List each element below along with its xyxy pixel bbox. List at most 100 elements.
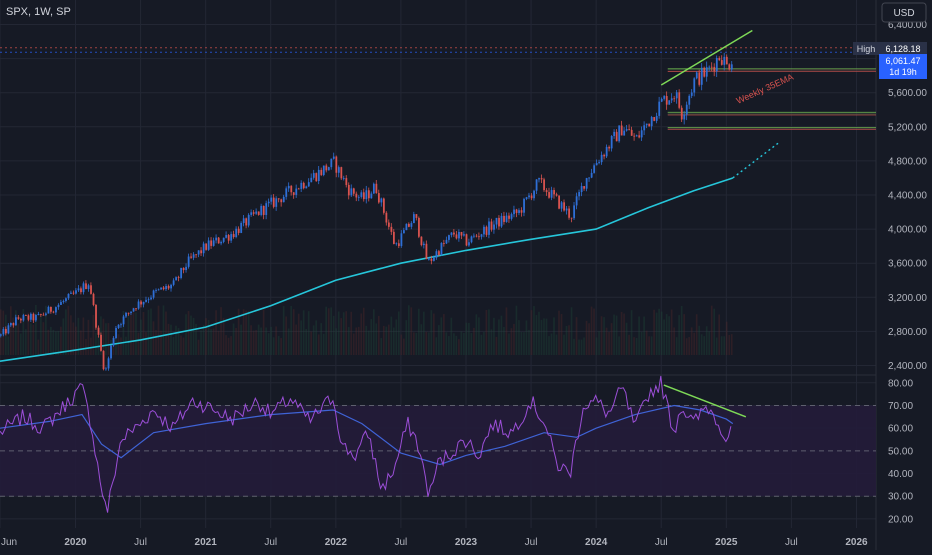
candle-body: [608, 146, 611, 149]
volume-bar: [382, 325, 385, 355]
volume-bar: [207, 320, 210, 355]
candle-body: [415, 214, 418, 218]
volume-bar: [515, 305, 518, 355]
volume-bar: [430, 310, 433, 355]
candle-body: [12, 323, 15, 326]
volume-bar: [222, 317, 225, 355]
price-tick-label: 6,400.00: [888, 20, 927, 31]
support-zone: [667, 112, 876, 115]
volume-bar: [30, 323, 32, 355]
volume-bar: [80, 330, 82, 355]
volume-bar: [257, 324, 260, 355]
volume-bar: [705, 326, 708, 355]
candle-body: [320, 169, 323, 175]
candle-body: [633, 135, 636, 137]
volume-bar: [428, 332, 430, 355]
candle-body: [40, 314, 42, 315]
volume-bar: [670, 309, 673, 355]
volume-bar: [352, 333, 355, 355]
candle-body: [585, 178, 588, 189]
candle-body: [610, 136, 613, 149]
candle-body: [182, 267, 185, 271]
volume-bar: [67, 305, 70, 355]
volume-bar: [140, 319, 142, 355]
candle-body: [245, 218, 248, 226]
volume-bar: [135, 312, 137, 355]
candle-body: [72, 292, 75, 294]
candle-body: [205, 243, 208, 250]
candle-body: [52, 311, 55, 313]
volume-bar: [720, 336, 723, 355]
volume-bar: [267, 333, 270, 355]
candle-body: [515, 209, 518, 213]
candle-body: [713, 66, 716, 72]
currency-button[interactable]: USD: [881, 2, 927, 23]
candle-body: [573, 205, 576, 219]
volume-bar: [137, 332, 140, 355]
high-badge-value: 6,128.18: [885, 44, 920, 54]
candle-body: [217, 237, 220, 244]
candle-body: [685, 104, 688, 115]
volume-bar: [65, 309, 67, 355]
time-tick-label: Jul: [395, 537, 408, 548]
candle-body: [710, 66, 713, 68]
candle-body: [10, 323, 12, 326]
candle-body: [45, 313, 47, 315]
volume-bar: [663, 319, 665, 355]
candle-body: [327, 167, 330, 171]
volume-bar: [210, 329, 212, 355]
volume-bar: [387, 324, 390, 355]
candle-body: [147, 299, 150, 301]
candle-body: [460, 232, 463, 236]
candle-body: [575, 196, 578, 206]
candle-body: [703, 67, 706, 77]
volume-bar: [713, 308, 715, 355]
volume-bar: [510, 328, 513, 355]
time-tick-label: 2021: [195, 537, 218, 548]
candle-body: [85, 283, 87, 289]
candle-body: [332, 156, 335, 159]
candle-body: [157, 289, 160, 291]
price-tick-label: 3,200.00: [888, 293, 927, 304]
candle-body: [100, 334, 102, 351]
volume-bar: [282, 306, 285, 355]
volume-bar: [167, 323, 170, 355]
price-axis: 6,400.006,000.005,600.005,200.004,800.00…: [888, 20, 927, 525]
volume-bar: [565, 325, 568, 355]
candle-body: [130, 311, 132, 313]
candle-body: [135, 308, 137, 310]
candle-body: [37, 314, 40, 315]
candle-body: [30, 313, 32, 320]
candle-body: [360, 192, 363, 197]
candle-body: [538, 178, 540, 180]
candle-body: [142, 301, 145, 305]
volume-bar: [95, 332, 97, 355]
volume-bar: [588, 323, 590, 355]
candle-body: [227, 235, 230, 241]
candle-body: [670, 98, 673, 101]
candle-body: [705, 67, 708, 77]
candle-body: [365, 190, 368, 200]
candle-body: [207, 240, 210, 250]
candle-body: [145, 299, 147, 302]
candle-body: [285, 188, 288, 197]
candle-body: [57, 304, 60, 308]
volume-bar: [593, 308, 595, 355]
candle-body: [200, 250, 203, 254]
candle-body: [70, 292, 72, 294]
candle-body: [395, 243, 398, 245]
volume-bar: [485, 309, 488, 355]
volume-bar: [395, 319, 398, 355]
volume-bar: [40, 315, 42, 355]
volume-bar: [725, 321, 728, 355]
candle-body: [342, 178, 345, 179]
candle-body: [230, 234, 233, 241]
volume-bar: [445, 332, 448, 355]
candle-body: [448, 235, 450, 240]
rsi-tick-label: 60.00: [888, 424, 913, 435]
volume-bar: [90, 337, 92, 355]
volume-bar: [347, 327, 350, 355]
volume-bar: [413, 332, 415, 355]
